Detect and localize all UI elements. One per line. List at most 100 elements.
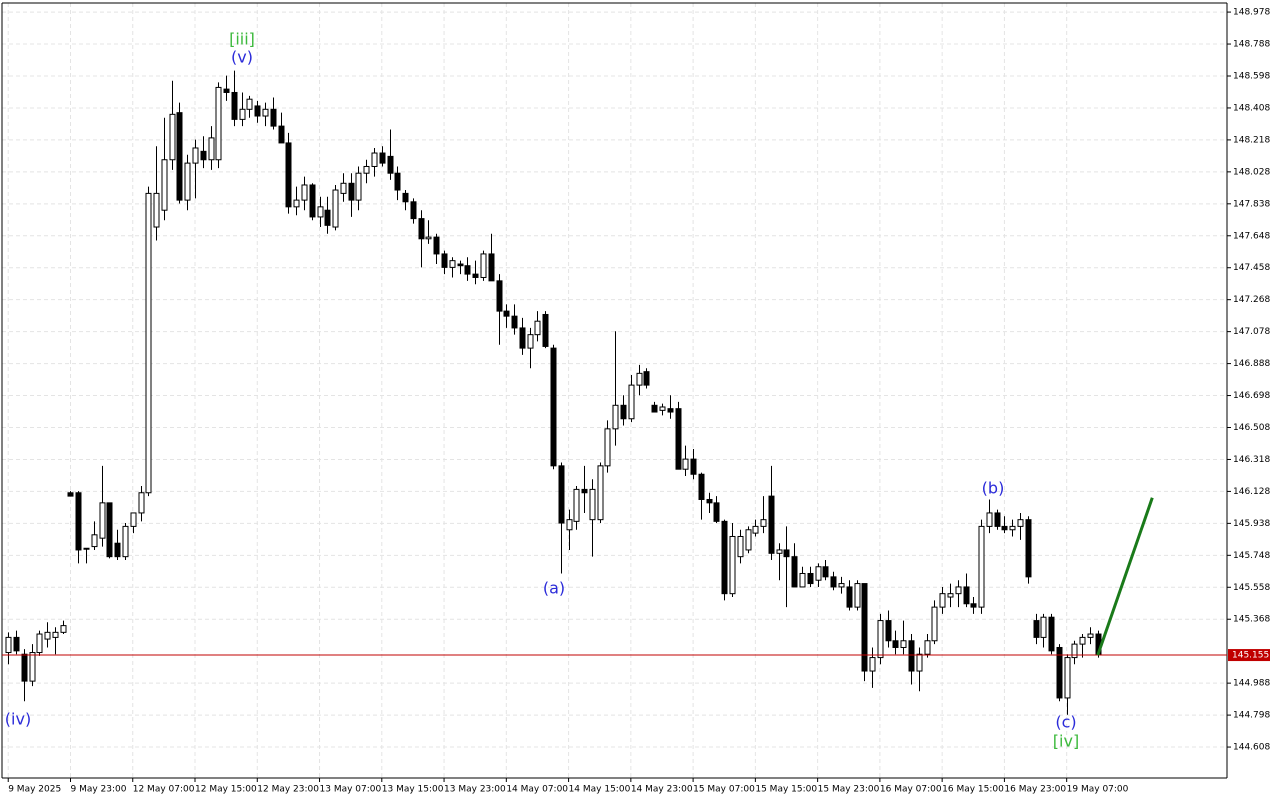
y-tick-label: 147.648 bbox=[1233, 231, 1270, 241]
candle-body bbox=[301, 184, 308, 201]
candle-body bbox=[1079, 636, 1086, 645]
candle-body bbox=[1040, 616, 1047, 638]
candle-body bbox=[682, 458, 689, 470]
y-tick-label: 146.508 bbox=[1233, 423, 1270, 433]
y-tick-label: 145.938 bbox=[1233, 519, 1270, 529]
candle-body bbox=[799, 572, 806, 588]
candle-body bbox=[83, 547, 90, 550]
candle-body bbox=[208, 137, 215, 161]
y-tick-label: 147.838 bbox=[1233, 199, 1270, 209]
candle-body bbox=[527, 334, 534, 349]
y-tick-label: 148.978 bbox=[1233, 8, 1270, 18]
current-price-label: 145.155 bbox=[1232, 651, 1269, 661]
current-price-tag bbox=[1228, 649, 1270, 662]
wave-label: (v) bbox=[231, 48, 253, 67]
candle-body bbox=[589, 488, 596, 521]
candle-body bbox=[861, 583, 868, 672]
wave-label: (a) bbox=[543, 579, 565, 598]
candle-body bbox=[5, 636, 12, 654]
candle-body bbox=[348, 182, 355, 201]
candle-body bbox=[651, 404, 658, 413]
x-tick-label: 9 May 23:00 bbox=[70, 785, 126, 795]
candle-body bbox=[978, 525, 985, 608]
y-tick-label: 147.078 bbox=[1233, 327, 1270, 337]
candle-body bbox=[1056, 646, 1063, 699]
y-tick-label: 144.798 bbox=[1233, 711, 1270, 721]
candle-body bbox=[29, 652, 36, 682]
candle-body bbox=[223, 88, 230, 93]
x-tick-label: 15 May 07:00 bbox=[693, 785, 755, 795]
candle-body bbox=[636, 372, 643, 386]
y-tick-label: 145.558 bbox=[1233, 583, 1270, 593]
candle-body bbox=[931, 606, 938, 642]
candle-body bbox=[612, 404, 619, 430]
x-tick-label: 15 May 23:00 bbox=[818, 785, 880, 795]
candle-body bbox=[13, 636, 20, 652]
candle-body bbox=[418, 218, 425, 240]
x-tick-label: 14 May 07:00 bbox=[506, 785, 568, 795]
candle-body bbox=[145, 192, 152, 494]
x-tick-label: 9 May 2025 bbox=[8, 785, 61, 795]
candle-body bbox=[1001, 525, 1008, 531]
candle-body bbox=[363, 165, 370, 174]
x-tick-label: 13 May 23:00 bbox=[444, 785, 506, 795]
candle-body bbox=[60, 625, 67, 633]
candle-body bbox=[239, 108, 246, 120]
x-tick-label: 16 May 07:00 bbox=[880, 785, 942, 795]
y-tick-label: 146.698 bbox=[1233, 391, 1270, 401]
candle-body bbox=[838, 583, 845, 588]
candle-body bbox=[130, 512, 137, 527]
candle-body bbox=[558, 465, 565, 524]
candle-body bbox=[472, 273, 479, 278]
candle-body bbox=[511, 315, 518, 329]
candle-body bbox=[604, 428, 611, 467]
candle-body bbox=[1087, 633, 1094, 638]
candle-body bbox=[690, 458, 697, 475]
candle-body bbox=[215, 86, 222, 161]
candle-body bbox=[387, 155, 394, 174]
y-tick-label: 144.608 bbox=[1233, 743, 1270, 753]
candle-body bbox=[184, 162, 191, 201]
candle-body bbox=[285, 142, 292, 208]
candle-body bbox=[573, 488, 580, 522]
candle-body bbox=[410, 201, 417, 220]
x-tick-label: 12 May 07:00 bbox=[133, 785, 195, 795]
wave-label: [iii] bbox=[229, 30, 255, 49]
candle-body bbox=[278, 125, 285, 144]
candle-body bbox=[519, 327, 526, 349]
candle-body bbox=[885, 620, 892, 642]
y-tick-label: 148.788 bbox=[1233, 40, 1270, 50]
y-tick-label: 147.268 bbox=[1233, 295, 1270, 305]
candle-body bbox=[760, 519, 767, 527]
candle-body bbox=[643, 371, 650, 386]
x-tick-label: 13 May 07:00 bbox=[320, 785, 382, 795]
candle-body bbox=[955, 586, 962, 595]
candle-body bbox=[1009, 525, 1016, 531]
y-tick-label: 147.458 bbox=[1233, 263, 1270, 273]
candle-body bbox=[99, 502, 106, 539]
y-tick-label: 146.318 bbox=[1233, 455, 1270, 465]
candle-body bbox=[21, 653, 28, 682]
candle-body bbox=[176, 112, 183, 201]
x-tick-label: 16 May 23:00 bbox=[1004, 785, 1066, 795]
candle-body bbox=[246, 98, 253, 110]
candle-body bbox=[783, 549, 790, 558]
candle-body bbox=[488, 253, 495, 282]
candle-body bbox=[161, 159, 168, 211]
candle-body bbox=[908, 640, 915, 672]
candle-body bbox=[830, 576, 837, 588]
candle-body bbox=[153, 192, 160, 228]
candle-body bbox=[480, 253, 487, 278]
candle-body bbox=[1048, 616, 1055, 652]
candle-body bbox=[534, 320, 541, 336]
candle-body bbox=[379, 152, 386, 164]
wave-label: (b) bbox=[982, 479, 1005, 498]
wave-label: (iv) bbox=[5, 710, 31, 729]
candle-body bbox=[900, 640, 907, 648]
x-tick-label: 15 May 15:00 bbox=[755, 785, 817, 795]
candle-body bbox=[91, 534, 98, 548]
candle-body bbox=[620, 404, 627, 420]
candle-body bbox=[36, 633, 43, 654]
candle-body bbox=[394, 172, 401, 191]
